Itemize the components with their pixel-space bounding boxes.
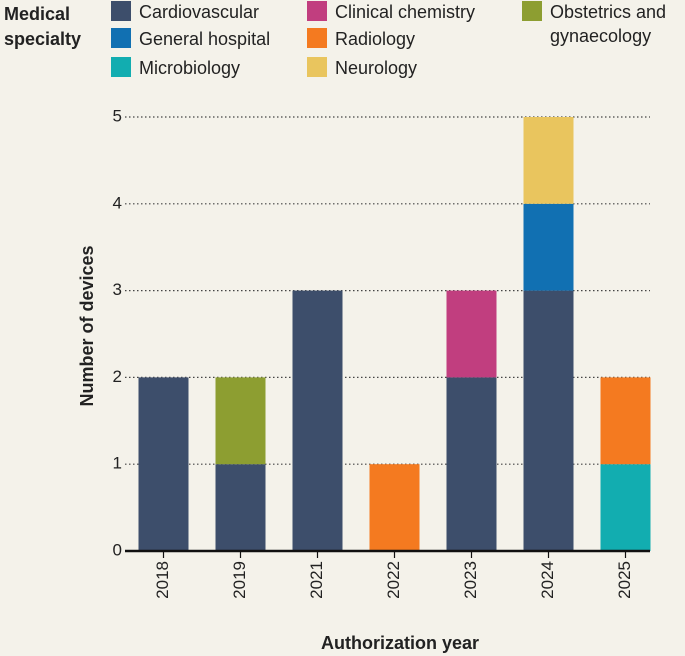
y-tick-label: 3	[113, 280, 122, 299]
bar-segment	[523, 117, 574, 204]
legend-swatch	[307, 1, 327, 21]
x-tick-label: 2021	[307, 561, 326, 599]
legend-label: Radiology	[335, 29, 416, 49]
legend-swatch	[111, 1, 131, 21]
legend-label: Microbiology	[139, 58, 241, 78]
bar-segment	[600, 464, 651, 551]
legend-swatch	[307, 57, 327, 77]
legend-swatch	[522, 1, 542, 21]
x-tick-label: 2018	[153, 561, 172, 599]
bar-segment	[215, 464, 266, 551]
legend-item: Cardiovascular	[111, 0, 259, 24]
y-tick-label: 1	[113, 454, 122, 473]
legend-item: General hospital	[111, 27, 270, 51]
x-tick-label: 2024	[538, 561, 557, 599]
legend-swatch	[307, 28, 327, 48]
bar-segment	[138, 377, 189, 551]
legend-label: Obstetrics and gynaecology	[550, 2, 667, 46]
bar-segment	[446, 290, 497, 378]
bar-segment	[215, 377, 266, 465]
legend-swatch	[111, 28, 131, 48]
x-axis-title: Authorization year	[321, 633, 479, 653]
legend-label: Neurology	[335, 58, 418, 78]
x-tick-label: 2019	[230, 561, 249, 599]
bar-segment	[523, 203, 574, 291]
x-tick-label: 2025	[615, 561, 634, 599]
bar-segment	[292, 290, 343, 551]
legend-label: General hospital	[139, 29, 271, 49]
y-tick-label: 4	[113, 193, 122, 212]
legend-label: Clinical chemistry	[335, 2, 476, 22]
bar-segment	[369, 464, 420, 551]
legend-item: Radiology	[307, 27, 415, 51]
legend-title: Medical specialty	[4, 4, 82, 49]
y-axis-title: Number of devices	[77, 245, 97, 406]
y-tick-label: 5	[113, 106, 122, 125]
legend-item: Obstetrics and gynaecology	[522, 0, 685, 48]
legend-swatch	[111, 57, 131, 77]
legend-item: Microbiology	[111, 56, 240, 80]
legend-label: Cardiovascular	[139, 2, 260, 22]
bar-segment	[446, 377, 497, 551]
y-tick-label: 0	[113, 540, 122, 559]
legend-item: Clinical chemistry	[307, 0, 475, 24]
y-tick-label: 2	[113, 367, 122, 386]
x-tick-label: 2023	[461, 561, 480, 599]
x-tick-label: 2022	[384, 561, 403, 599]
bar-segment	[523, 290, 574, 551]
bar-segment	[600, 377, 651, 465]
legend-item: Neurology	[307, 56, 417, 80]
